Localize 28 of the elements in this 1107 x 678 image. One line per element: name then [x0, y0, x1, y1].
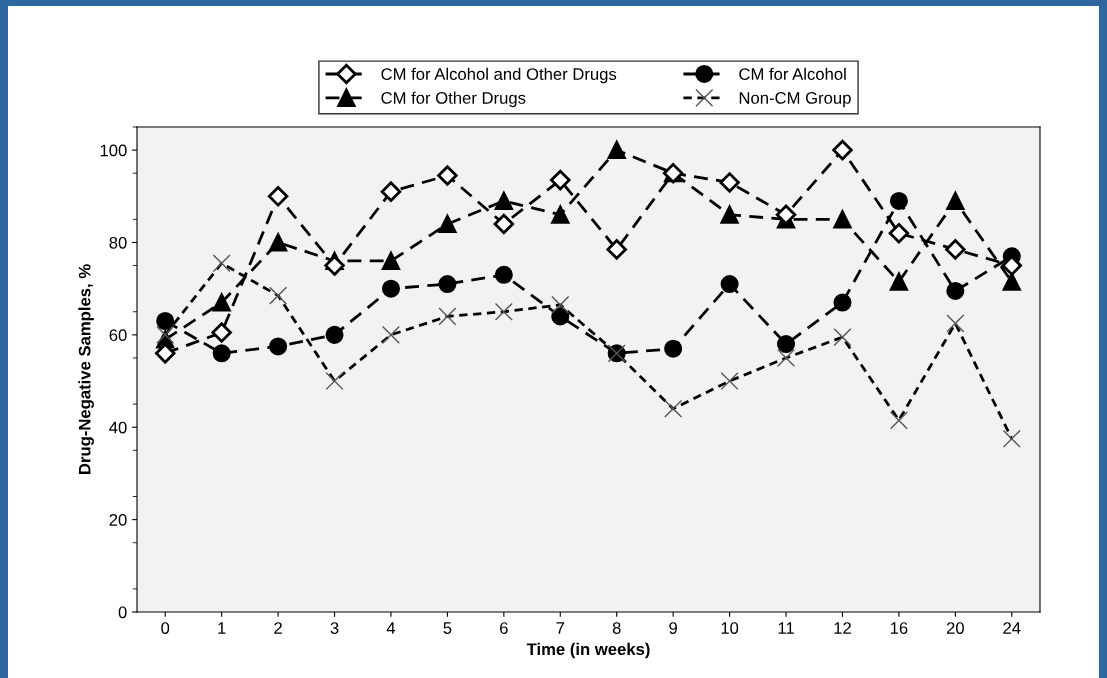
x-tick-label: 11	[778, 622, 794, 634]
x-tick-label: 4	[386, 622, 396, 634]
x-axis-title: Time (in weeks)	[526, 642, 650, 659]
x-tick-label: 2	[274, 622, 282, 634]
x-tick-label: 9	[669, 622, 677, 634]
x-tick-label: 5	[443, 622, 452, 634]
x-tick-label: 6	[500, 622, 508, 634]
legend-label: CM for Alcohol	[739, 67, 846, 80]
y-axis-title: Drug-Negative Samples, %	[78, 264, 94, 474]
legend-label: CM for Other Drugs	[381, 91, 526, 108]
x-tick-label: 24	[1003, 622, 1021, 634]
y-tick-label: 40	[109, 421, 127, 434]
legend-label: CM for Alcohol and Other Drugs	[381, 67, 617, 84]
x-tick-label: 1	[218, 622, 226, 634]
x-tick-label: 0	[161, 622, 170, 634]
legend-label: Non-CM Group	[739, 92, 851, 108]
x-tick-label: 3	[330, 622, 339, 634]
y-tick-label: 100	[100, 144, 127, 157]
x-tick-label: 16	[890, 622, 908, 634]
y-tick-label: 80	[109, 236, 127, 249]
x-tick-label: 12	[834, 622, 851, 634]
y-tick-label: 60	[109, 329, 127, 342]
y-tick-label: 20	[109, 514, 127, 526]
x-tick-label: 10	[721, 622, 739, 634]
x-tick-label: 7	[556, 622, 565, 634]
x-tick-label: 20	[946, 622, 964, 634]
y-tick-label: 0	[118, 606, 127, 619]
x-tick-label: 8	[612, 622, 621, 634]
